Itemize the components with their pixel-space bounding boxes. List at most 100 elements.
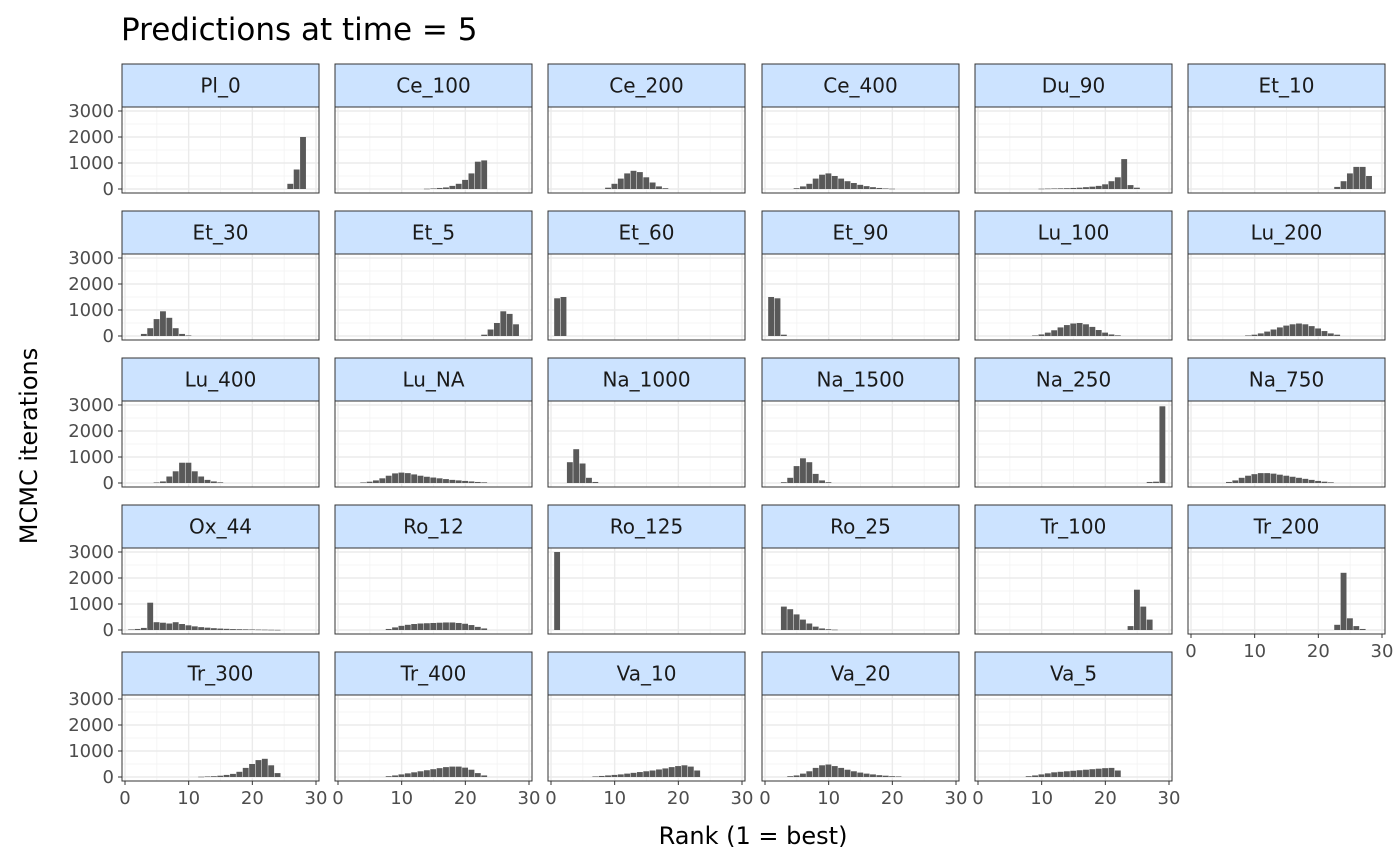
- histogram-bar: [268, 629, 275, 631]
- histogram-bar: [774, 298, 781, 336]
- histogram-bar: [166, 623, 173, 630]
- histogram-bar: [1327, 482, 1334, 483]
- x-tick-label: 30: [945, 788, 968, 809]
- histogram-bar: [1089, 769, 1096, 777]
- facet-panel: Et_10: [1187, 63, 1386, 194]
- facet-panel: Et_60: [547, 210, 746, 341]
- histogram-bar: [624, 773, 631, 777]
- facet-strip: [761, 504, 960, 549]
- histogram-bar: [366, 481, 373, 483]
- histogram-bar: [385, 475, 392, 483]
- histogram-bar: [1063, 325, 1070, 336]
- histogram-bar: [554, 298, 561, 336]
- histogram-bar: [217, 775, 224, 777]
- histogram-bar: [223, 628, 230, 630]
- histogram-bar: [831, 629, 838, 631]
- histogram-bar: [694, 770, 701, 777]
- histogram-bar: [1102, 184, 1109, 189]
- facet-strip: [334, 504, 533, 549]
- y-tick-label: 1000: [68, 447, 114, 468]
- histogram-bar: [468, 481, 475, 483]
- facet-label: Lu_NA: [402, 368, 464, 392]
- histogram-bar: [1251, 334, 1258, 336]
- histogram-bar: [443, 622, 449, 630]
- x-tick-label: 30: [1158, 788, 1181, 809]
- histogram-bar: [844, 181, 851, 189]
- histogram-bar: [1353, 166, 1360, 189]
- histogram-bar: [204, 627, 211, 630]
- histogram-bar: [385, 628, 392, 630]
- histogram-bar: [838, 178, 845, 189]
- y-tick-label: 3000: [68, 101, 114, 122]
- histogram-bar: [850, 183, 857, 189]
- histogram-bar: [506, 313, 513, 336]
- x-tick-label: 20: [881, 788, 904, 809]
- histogram-bar: [812, 473, 819, 483]
- histogram-bar: [793, 775, 800, 777]
- histogram-bar: [579, 463, 586, 483]
- histogram-bar: [1076, 323, 1083, 336]
- facet-panel: Na_750: [1187, 357, 1386, 488]
- histogram-bar: [1146, 619, 1153, 630]
- facet-label: Ro_125: [610, 515, 683, 539]
- histogram-bar: [373, 480, 379, 483]
- histogram-bar: [812, 178, 819, 189]
- histogram-bar: [417, 623, 424, 630]
- histogram-bar: [481, 334, 488, 336]
- histogram-bar: [455, 766, 462, 777]
- facet-panel: Tr_100: [974, 504, 1173, 635]
- histogram-bar: [787, 776, 794, 777]
- histogram-bar: [443, 479, 449, 483]
- histogram-bar: [1076, 770, 1083, 777]
- histogram-bar: [857, 184, 864, 189]
- facet-label: Tr_100: [1040, 515, 1107, 539]
- histogram-bar: [179, 462, 185, 483]
- histogram-bar: [1346, 173, 1353, 189]
- histogram-bar: [1302, 324, 1309, 336]
- histogram-bar: [481, 628, 488, 630]
- histogram-bar: [1108, 181, 1115, 189]
- histogram-bar: [850, 771, 857, 777]
- histogram-bar: [1321, 331, 1328, 336]
- histogram-bar: [806, 623, 813, 630]
- facet-strip: [334, 63, 533, 108]
- histogram-bar: [806, 183, 813, 189]
- histogram-bar: [780, 482, 787, 483]
- x-tick-label: 0: [119, 788, 130, 809]
- facet-label: Va_20: [831, 662, 891, 686]
- histogram-bar: [153, 319, 160, 336]
- histogram-bar: [1308, 479, 1315, 483]
- y-tick-label: 3000: [68, 542, 114, 563]
- histogram-bar: [411, 624, 418, 630]
- facet-panel: Lu_NA: [334, 357, 533, 488]
- y-tick-label: 3000: [68, 248, 114, 269]
- facet-strip: [121, 357, 320, 402]
- histogram-bar: [1366, 176, 1372, 189]
- histogram-bar: [882, 188, 889, 189]
- histogram-bar: [210, 776, 217, 777]
- histogram-bar: [1315, 328, 1322, 336]
- histogram-bar: [423, 188, 430, 190]
- histogram-bar: [800, 619, 806, 630]
- histogram-bar: [436, 768, 443, 777]
- histogram-bar: [293, 169, 300, 189]
- histogram-bar: [687, 766, 694, 777]
- histogram-bar: [812, 626, 819, 630]
- histogram-bar: [217, 628, 224, 630]
- histogram-bar: [605, 187, 611, 189]
- y-tick-label: 1000: [68, 300, 114, 321]
- histogram-bar: [876, 775, 883, 777]
- histogram-bar: [268, 765, 275, 777]
- histogram-bar: [153, 622, 160, 630]
- histogram-bar: [1057, 771, 1064, 777]
- histogram-bar: [255, 629, 262, 631]
- histogram-bar: [1032, 775, 1038, 777]
- x-tick-label: 20: [667, 788, 690, 809]
- x-tick-label: 0: [332, 788, 343, 809]
- histogram-bar: [430, 769, 437, 777]
- histogram-bar: [573, 449, 580, 483]
- histogram-bar: [1089, 326, 1096, 336]
- histogram-bar: [179, 624, 185, 630]
- histogram-bar: [481, 482, 488, 483]
- histogram-bar: [160, 622, 166, 630]
